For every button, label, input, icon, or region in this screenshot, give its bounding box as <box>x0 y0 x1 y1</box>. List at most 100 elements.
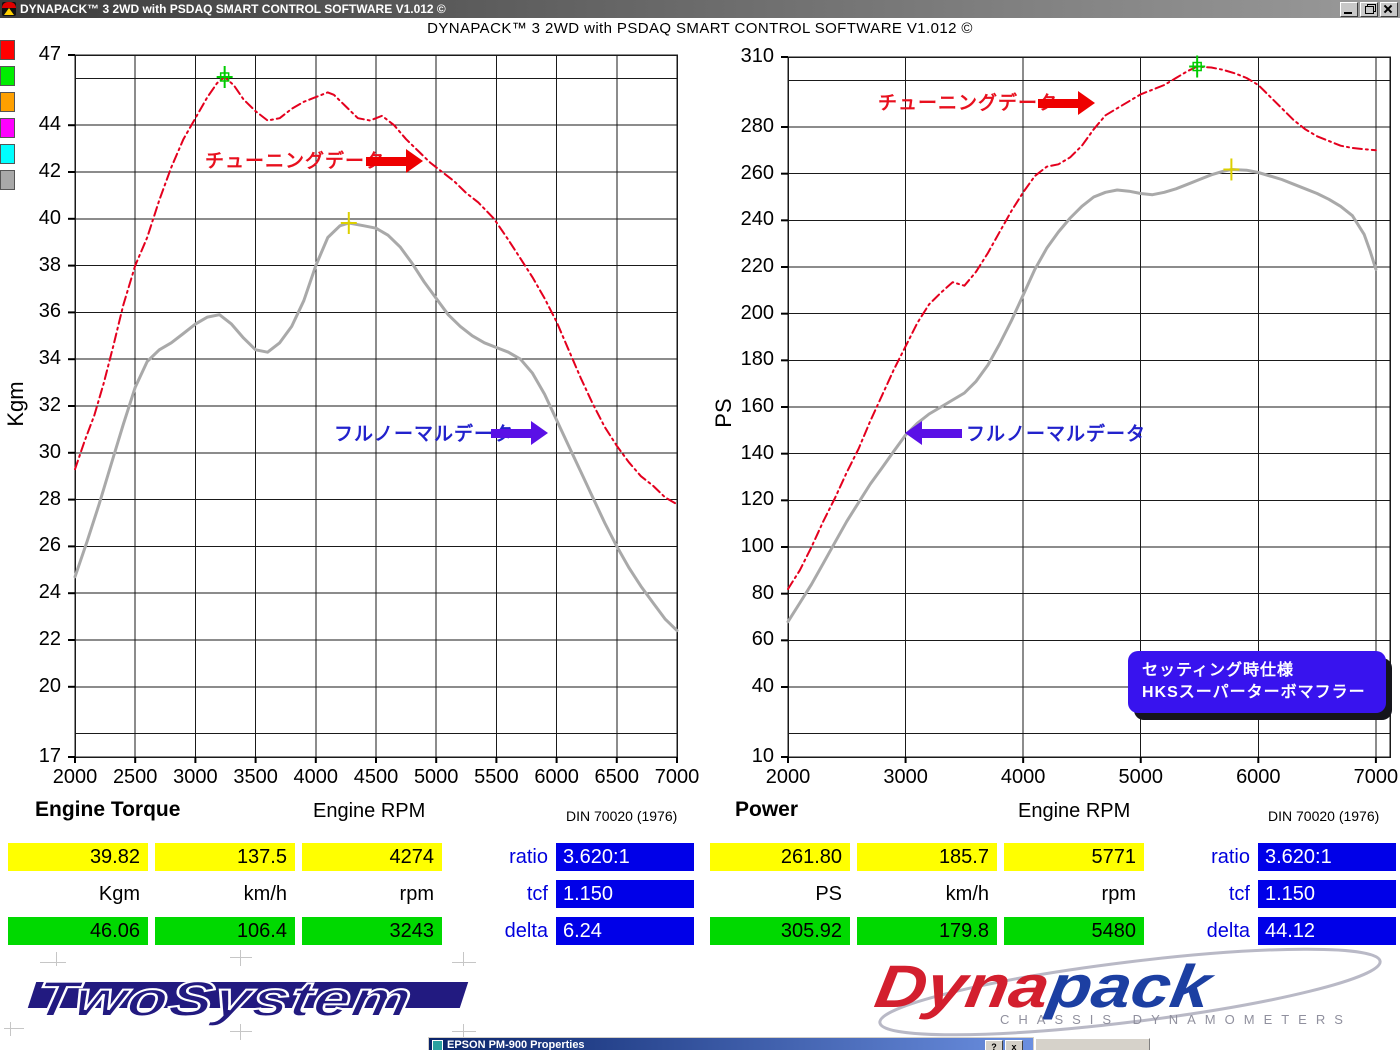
crop-mark <box>10 1022 11 1036</box>
setting-info-line1: セッティング時仕様 <box>1142 662 1295 679</box>
torque-chart-series-0 <box>74 76 678 506</box>
channel-color-4[interactable] <box>0 144 15 164</box>
torque-chart-xtick-7000: 7000 <box>654 766 700 788</box>
speed-unit-label: km/h <box>945 883 989 905</box>
speed-unit-label: km/h <box>243 883 287 905</box>
crop-mark <box>452 1031 476 1032</box>
tcf-label: tcf <box>1228 883 1250 905</box>
rpm-unit-label: rpm <box>399 883 434 905</box>
dynapack-dyna: Dyna <box>870 953 1055 1020</box>
torque-standard-label: DIN 70020 (1976) <box>566 808 678 824</box>
restore-button[interactable] <box>1360 2 1378 17</box>
epson-dialog-title: EPSON PM-900 Properties <box>447 1039 585 1050</box>
crop-mark <box>452 962 476 963</box>
epson-dialog-titlebar[interactable]: EPSON PM-900 Properties ? x <box>428 1037 1034 1050</box>
torque-chart-ytick-30: 30 <box>38 440 61 463</box>
power-chart-series-1 <box>786 168 1378 624</box>
dynapack-logo-text: Dynapack <box>870 952 1216 1021</box>
power-tuned-peak-rpm: 5480 <box>1004 917 1144 945</box>
power-chart-xtick-4000: 4000 <box>1000 766 1046 788</box>
torque-unit-label: Kgm <box>98 883 140 905</box>
torque-chart-xtick-6000: 6000 <box>534 766 579 788</box>
torque-chart-xtick-4000: 4000 <box>293 766 339 788</box>
channel-color-3[interactable] <box>0 118 15 138</box>
power-y-axis-unit: PS <box>711 398 736 428</box>
crop-mark <box>240 1024 241 1040</box>
ratio-label: ratio <box>1211 846 1250 868</box>
power-chart-ytick-280: 280 <box>740 115 774 137</box>
power-chart-xtick-3000: 3000 <box>883 766 928 788</box>
torque-y-axis-unit: Kgm <box>3 381 28 427</box>
channel-color-0[interactable] <box>0 40 15 60</box>
torque-readout-group: 39.82 137.5 4274 Kgm km/h rpm 46.06 106.… <box>8 843 708 947</box>
tcf-value: 1.150 <box>1258 880 1396 908</box>
torque-chart-peak-marker-1 <box>340 212 357 235</box>
torque-normal-peak-speed: 137.5 <box>155 843 295 871</box>
delta-label: delta <box>1206 920 1250 942</box>
torque-chart <box>68 54 679 763</box>
power-chart <box>781 55 1391 763</box>
tuned-arrow-left <box>366 149 424 174</box>
torque-normal-peak-rpm: 4274 <box>302 843 442 871</box>
title-bar[interactable]: DYNAPACK™ 3 2WD with PSDAQ SMART CONTROL… <box>0 0 1400 18</box>
power-chart-ytick-180: 180 <box>740 348 774 371</box>
crop-mark <box>4 1028 24 1029</box>
power-chart-ytick-60: 60 <box>751 628 774 651</box>
power-panel-title: Power <box>735 798 799 821</box>
crop-mark <box>240 950 241 966</box>
crop-mark <box>463 952 464 966</box>
torque-chart-xtick-6500: 6500 <box>594 766 640 788</box>
tcf-label: tcf <box>526 883 548 905</box>
channel-color-1[interactable] <box>0 66 15 86</box>
normal-arrow-left <box>491 421 549 446</box>
power-normal-peak-value: 261.80 <box>710 843 850 871</box>
close-button[interactable] <box>1380 2 1398 17</box>
crop-mark <box>230 1031 252 1032</box>
torque-chart-xtick-4500: 4500 <box>353 766 399 788</box>
printer-icon <box>432 1040 443 1050</box>
normal-arrow-right <box>905 421 963 446</box>
power-readout-group: 261.80 185.7 5771 PS km/h rpm 305.92 179… <box>710 843 1400 947</box>
power-chart-ytick-220: 220 <box>740 255 774 277</box>
dynapack-logo: Dynapack CHASSIS DYNAMOMETERS <box>858 947 1388 1045</box>
channel-color-2[interactable] <box>0 92 15 112</box>
power-chart-xtick-6000: 6000 <box>1236 766 1281 788</box>
background-window-fragment[interactable] <box>1035 1038 1150 1050</box>
torque-chart-xtick-2000: 2000 <box>52 766 98 788</box>
torque-tuned-peak-rpm: 3243 <box>302 917 442 945</box>
torque-tuned-peak-speed: 106.4 <box>155 917 295 945</box>
setting-info-box: セッティング時仕様 HKSスーパーターボマフラー <box>1128 651 1386 713</box>
power-chart-xtick-2000: 2000 <box>765 766 811 788</box>
power-normal-peak-rpm: 5771 <box>1004 843 1144 871</box>
channel-color-5[interactable] <box>0 170 15 190</box>
torque-chart-ytick-22: 22 <box>38 628 61 650</box>
tcf-value: 1.150 <box>556 880 694 908</box>
page-title: DYNAPACK™ 3 2WD with PSDAQ SMART CONTROL… <box>427 20 973 37</box>
torque-tuned-peak-value: 46.06 <box>8 917 148 945</box>
power-chart-ytick-100: 100 <box>740 535 774 557</box>
delta-value: 44.12 <box>1258 917 1396 945</box>
torque-chart-ytick-26: 26 <box>38 534 61 557</box>
power-chart-ytick-10: 10 <box>751 745 774 767</box>
power-chart-ytick-240: 240 <box>740 208 774 231</box>
power-x-axis-title: Engine RPM <box>1018 800 1131 822</box>
dynapack-swoosh <box>878 947 1382 1037</box>
torque-chart-xtick-3000: 3000 <box>173 766 218 788</box>
torque-chart-ytick-24: 24 <box>38 581 61 604</box>
minimize-button[interactable] <box>1340 2 1358 17</box>
ratio-label: ratio <box>509 846 548 868</box>
power-chart-xtick-7000: 7000 <box>1353 766 1399 788</box>
setting-info-line2: HKSスーパーターボマフラー <box>1142 684 1366 701</box>
power-chart-peak-marker-1 <box>1223 158 1240 181</box>
app-icon <box>2 2 16 16</box>
torque-chart-ytick-20: 20 <box>38 674 61 697</box>
torque-chart-ytick-36: 36 <box>38 300 61 323</box>
ratio-value: 3.620:1 <box>556 843 694 871</box>
twosystem-logo: TwoSystem <box>27 970 473 1036</box>
close-dialog-button[interactable]: x <box>1005 1040 1023 1050</box>
torque-panel-title: Engine Torque <box>35 798 181 821</box>
help-button[interactable]: ? <box>985 1040 1003 1050</box>
torque-chart-ytick-40: 40 <box>38 206 61 229</box>
delta-label: delta <box>504 920 548 942</box>
